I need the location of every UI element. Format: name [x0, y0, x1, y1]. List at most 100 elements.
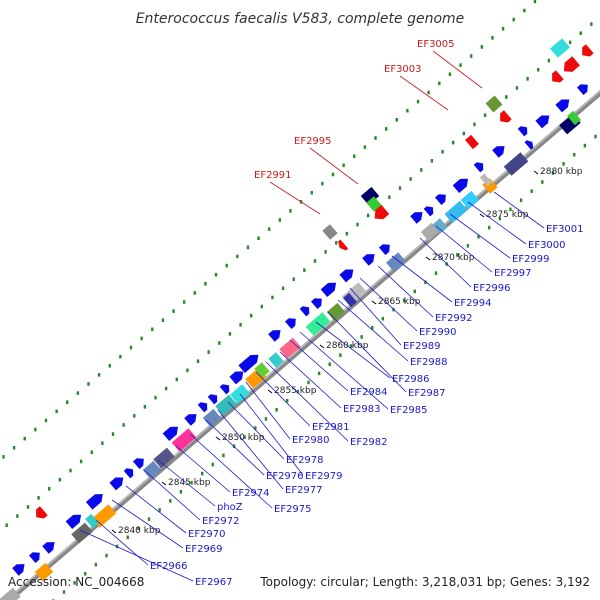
guide-dot	[172, 309, 175, 313]
gene-arrow	[109, 477, 124, 491]
tick-label: 2870 kbp	[432, 253, 475, 263]
feature-gene	[460, 190, 480, 210]
feature-gene	[0, 587, 21, 600]
gene-body	[386, 252, 406, 272]
guide-dot	[23, 436, 26, 441]
tick-mark	[161, 481, 167, 486]
guide-dot	[200, 471, 204, 476]
guide-dot	[164, 386, 168, 391]
forward-gene	[423, 206, 434, 217]
gene-arrow	[423, 206, 434, 217]
gene-arrow	[563, 56, 580, 72]
upper-gene	[582, 44, 594, 57]
label-leader-lines	[79, 50, 545, 582]
gene-arrow	[338, 239, 349, 251]
guide-dot	[250, 313, 253, 318]
label-leader	[467, 201, 527, 245]
guide-dot	[143, 404, 147, 409]
guide-dot	[243, 435, 246, 439]
upper-gene	[366, 196, 382, 212]
guide-dot	[345, 231, 349, 236]
gene-label-ef3003: EF3003	[384, 64, 422, 75]
forward-gene	[238, 354, 259, 373]
tick-mark	[425, 256, 431, 261]
guide-dot	[207, 350, 210, 354]
forward-gene	[410, 212, 423, 224]
guide-dot	[551, 171, 555, 175]
guide-dot	[427, 90, 430, 95]
guide-dot	[420, 168, 423, 172]
label-leader	[217, 409, 284, 490]
guide-dot	[204, 281, 207, 286]
guide-dot	[366, 213, 370, 218]
upper-gene	[374, 204, 390, 220]
gene-body	[279, 337, 301, 359]
upper-gene	[322, 224, 338, 240]
gene-label-ef2985: EF2985	[390, 405, 428, 416]
label-leader	[309, 147, 359, 185]
guide-dot	[94, 562, 98, 567]
forward-gene	[517, 126, 528, 137]
gene-arrow	[320, 282, 337, 298]
gene-label-ef3000: EF3000	[528, 240, 566, 251]
feature-gene	[254, 362, 270, 378]
guide-dot	[158, 508, 161, 512]
topology-text: Topology: circular; Length: 3,218,031 bp…	[259, 575, 590, 589]
guide-dot	[505, 95, 508, 99]
forward-gene	[229, 371, 244, 385]
guide-dot	[175, 377, 178, 382]
gene-label-ef2983: EF2983	[343, 404, 381, 415]
gene-arrow	[42, 542, 55, 554]
guide-dot	[381, 316, 385, 321]
forward-gene	[219, 384, 230, 395]
guide-dot	[66, 400, 69, 405]
guide-dot	[182, 300, 186, 304]
guide-dot	[459, 63, 462, 67]
label-leader	[349, 287, 402, 346]
guide-dot	[353, 154, 356, 159]
forward-gene	[362, 254, 375, 266]
guide-dot	[448, 72, 452, 77]
guide-dot	[268, 227, 271, 231]
guide-dot	[133, 414, 136, 418]
tick-label: 2840 kbp	[118, 526, 161, 536]
tick-mark	[215, 436, 221, 441]
guide-dot	[69, 468, 72, 473]
guide-dot	[129, 345, 133, 350]
label-leader	[315, 321, 391, 379]
gene-arrow	[374, 204, 390, 220]
guide-dot	[321, 181, 324, 186]
guide-dot	[519, 198, 523, 203]
label-leader	[399, 75, 449, 111]
guide-dot	[339, 353, 342, 357]
gene-arrow	[85, 494, 103, 510]
feature-gene	[153, 447, 175, 469]
tick-mark	[111, 529, 117, 534]
guide-dot	[296, 389, 300, 394]
label-leader	[432, 50, 483, 89]
label-leader	[299, 331, 389, 410]
guide-dot	[105, 553, 108, 558]
guide-dot	[161, 318, 165, 323]
label-leader	[435, 225, 493, 273]
upper-gene	[485, 95, 503, 113]
label-leader	[269, 181, 321, 215]
gene-label-ef2990: EF2990	[419, 327, 457, 338]
feature-gene	[420, 222, 440, 242]
guide-dot	[62, 590, 66, 594]
label-leader	[205, 419, 265, 476]
guide-dot	[579, 31, 582, 36]
gene-label-ef2987: EF2987	[408, 388, 446, 399]
gene-label-ef2989: EF2989	[403, 341, 441, 352]
guide-dot	[512, 17, 515, 22]
label-leader	[279, 351, 342, 409]
gene-arrow	[65, 514, 82, 530]
gene-arrow	[378, 244, 390, 256]
gene-body	[432, 218, 448, 234]
label-leader	[289, 339, 349, 392]
guide-dot	[122, 423, 125, 427]
label-leader	[175, 445, 231, 493]
gene-label-ef2976: EF2976	[266, 471, 304, 482]
gene-body	[322, 224, 338, 240]
